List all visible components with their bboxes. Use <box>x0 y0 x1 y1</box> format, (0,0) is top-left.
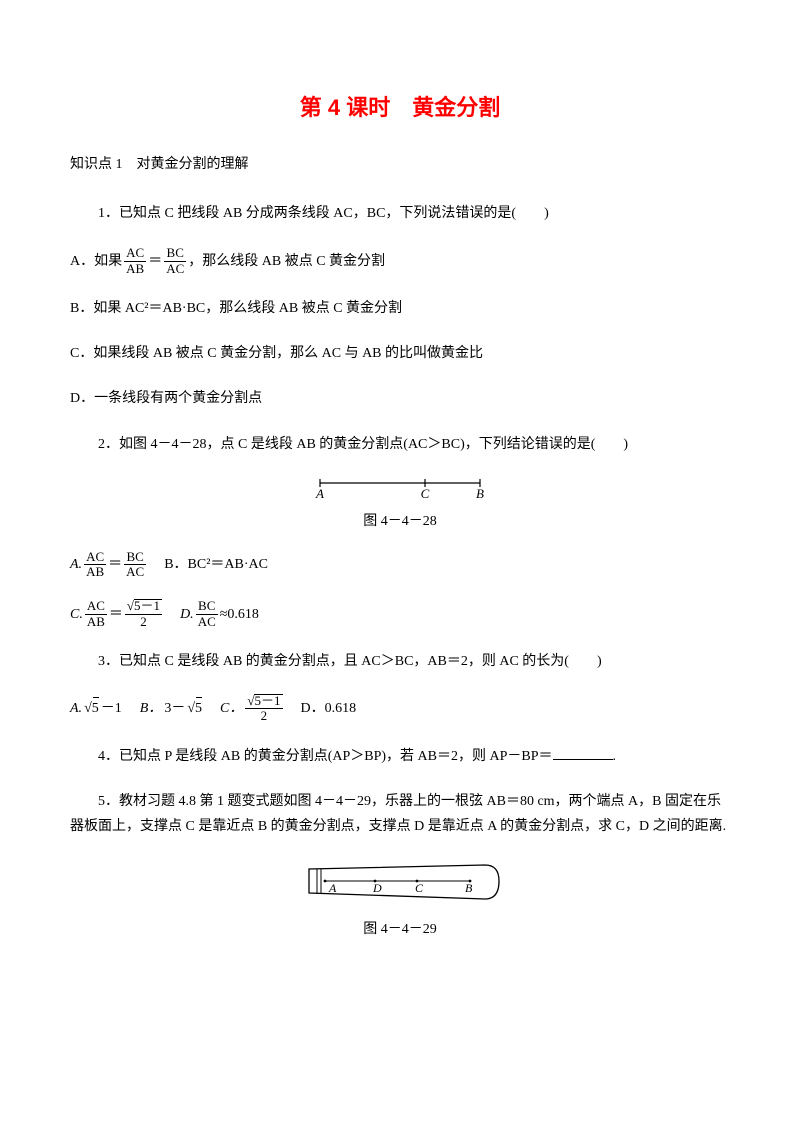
q2-b: B．BC²＝AB·AC <box>164 552 268 577</box>
q1-b: B．如果 AC²＝AB·BC，那么线段 AB 被点 C 黄金分割 <box>70 301 402 316</box>
q2-d-suffix: ≈0.618 <box>220 602 259 627</box>
q3-stem: 3．已知点 C 是线段 AB 的黄金分割点，且 AC＞BC，AB＝2，则 AC … <box>70 649 730 674</box>
equals: ＝ <box>108 552 122 577</box>
fraction: BC AC <box>196 599 218 629</box>
q1-option-c: C．如果线段 AB 被点 C 黄金分割，那么 AC 与 AB 的比叫做黄金比 <box>70 341 730 366</box>
q1-c: C．如果线段 AB 被点 C 黄金分割，那么 AC 与 AB 的比叫做黄金比 <box>70 346 483 361</box>
frac-den: AB <box>84 565 106 579</box>
figure-4-4-28: A C B <box>70 477 730 504</box>
section-text: 知识点 1 对黄金分割的理解 <box>70 157 249 172</box>
frac-den: AC <box>124 565 146 579</box>
q3-d: D．0.618 <box>301 696 357 721</box>
q1-option-d: D．一条线段有两个黄金分割点 <box>70 386 730 411</box>
frac-den: AB <box>85 615 107 629</box>
frac-num: AC <box>124 246 146 261</box>
q1-d: D．一条线段有两个黄金分割点 <box>70 391 262 406</box>
fraction: BC AC <box>124 550 146 580</box>
q2-c-label: C. <box>70 602 83 627</box>
svg-text:C: C <box>415 881 424 895</box>
q2-d-label: D. <box>180 602 194 627</box>
q4-pre: 4．已知点 P 是线段 AB 的黄金分割点(AP＞BP)，若 AB＝2，则 AP… <box>98 749 553 764</box>
fraction: AC AB <box>84 550 106 580</box>
fig-caption-28: 图 4－4－28 <box>70 510 730 530</box>
svg-text:D: D <box>372 881 382 895</box>
q2-stem: 2．如图 4－4－28，点 C 是线段 AB 的黄金分割点(AC＞BC)，下列结… <box>70 432 730 457</box>
q3-options: A. √5 －1 B．3－√5 C． √5－1 2 D．0.618 <box>70 694 730 724</box>
fraction: AC AB <box>85 599 107 629</box>
sqrt5: 5 <box>134 598 141 613</box>
q2-a-label: A. <box>70 552 82 577</box>
frac-num: AC <box>84 550 106 565</box>
q4-post: . <box>613 749 617 764</box>
q5-stem: 5．教材习题 4.8 第 1 题变式题如图 4－4－29，乐器上的一根弦 AB＝… <box>70 789 730 839</box>
fraction: √5－1 2 <box>245 694 282 724</box>
q1-option-a: A．如果 AC AB ＝ BC AC ，那么线段 AB 被点 C 黄金分割 <box>70 246 730 276</box>
q1-option-b-real: B．如果 AC²＝AB·BC，那么线段 AB 被点 C 黄金分割 <box>70 296 730 321</box>
equals: ＝ <box>109 602 123 627</box>
q1-stem: 1．已知点 C 把线段 AB 分成两条线段 AC，BC，下列说法错误的是( ) <box>70 201 730 226</box>
q2-options-row2: C. AC AB ＝ √5－1 2 D. BC AC ≈0.618 <box>70 599 730 629</box>
q2-options-row1: A. AC AB ＝ BC AC B．BC²＝AB·AC <box>70 550 730 580</box>
frac-num: BC <box>196 599 218 614</box>
fraction: √5－1 2 <box>125 599 162 629</box>
line-segment-acb: A C B <box>310 477 490 499</box>
fraction: AC AB <box>124 246 146 276</box>
frac-den: AC <box>196 615 218 629</box>
frac-den: 2 <box>245 709 282 723</box>
figure-4-4-29: A D C B <box>70 859 730 912</box>
svg-text:A: A <box>328 881 337 895</box>
frac-num: AC <box>85 599 107 614</box>
q1-a-suffix: ，那么线段 AB 被点 C 黄金分割 <box>188 249 385 274</box>
q4-stem: 4．已知点 P 是线段 AB 的黄金分割点(AP＞BP)，若 AB＝2，则 AP… <box>70 744 730 769</box>
svg-text:C: C <box>421 486 430 499</box>
q3-c-label: C． <box>220 696 243 721</box>
frac-num: BC <box>124 550 146 565</box>
frac-den: AC <box>164 262 186 276</box>
fraction: BC AC <box>164 246 186 276</box>
equals-sign: ＝ <box>148 249 162 274</box>
instrument-diagram: A D C B <box>295 859 505 907</box>
frac-den: AB <box>124 262 146 276</box>
frac-den: 2 <box>125 615 162 629</box>
svg-text:B: B <box>476 486 484 499</box>
q1-a-prefix: A．如果 <box>70 249 122 274</box>
svg-text:A: A <box>315 486 324 499</box>
section-heading: 知识点 1 对黄金分割的理解 <box>70 152 730 177</box>
fill-blank[interactable] <box>553 745 613 760</box>
frac-num: BC <box>164 246 186 261</box>
fig-caption-29: 图 4－4－29 <box>70 918 730 938</box>
svg-text:B: B <box>465 881 473 895</box>
page-title: 第 4 课时 黄金分割 <box>70 90 730 122</box>
